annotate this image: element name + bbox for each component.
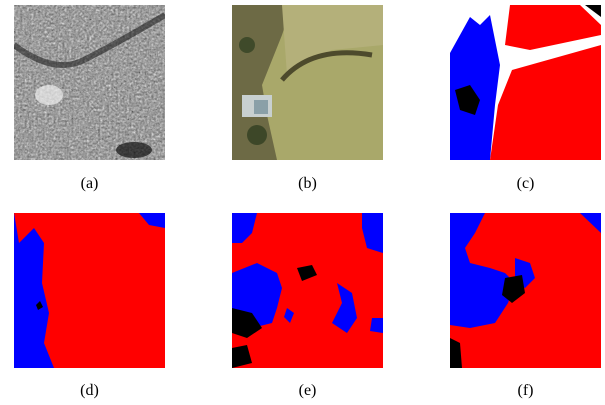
caption: (b)	[232, 175, 383, 193]
caption: (c)	[450, 175, 601, 193]
segmentation-map	[232, 213, 383, 368]
segmentation-map	[450, 5, 601, 160]
caption: (f)	[450, 382, 601, 400]
caption: (a)	[14, 175, 165, 193]
image-optical	[232, 5, 383, 160]
segmentation-map	[450, 213, 601, 368]
segmentation-map	[14, 213, 165, 368]
caption: (e)	[232, 382, 383, 400]
image-sar	[14, 5, 165, 160]
figure: (a) (b) (c) (d)	[0, 0, 605, 405]
caption: (d)	[14, 382, 165, 400]
